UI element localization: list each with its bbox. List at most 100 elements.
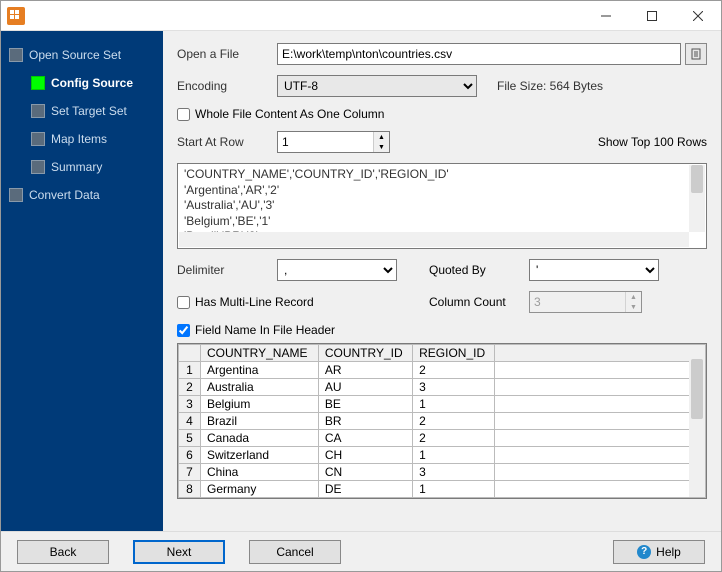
- preview-hscroll[interactable]: [179, 232, 689, 247]
- column-count-input: [530, 292, 625, 312]
- table-row[interactable]: 7ChinaCN3: [179, 464, 706, 481]
- table-cell[interactable]: Argentina: [201, 362, 319, 379]
- table-cell[interactable]: AR: [318, 362, 412, 379]
- maximize-button[interactable]: [629, 1, 675, 31]
- delimiter-label: Delimiter: [177, 263, 277, 277]
- column-count-label: Column Count: [429, 295, 529, 309]
- sidebar-item-label: Open Source Set: [29, 48, 121, 62]
- row-number: 3: [179, 396, 201, 413]
- sidebar-item-convert-data[interactable]: Convert Data: [1, 181, 163, 209]
- multiline-checkbox[interactable]: [177, 296, 190, 309]
- quoted-by-select[interactable]: ': [529, 259, 659, 281]
- table-cell[interactable]: Australia: [201, 379, 319, 396]
- table-cell[interactable]: 3: [413, 379, 495, 396]
- wizard-sidebar: Open Source Set Config Source Set Target S…: [1, 31, 163, 531]
- file-icon: [690, 48, 702, 60]
- browse-file-button[interactable]: [685, 43, 707, 65]
- next-button[interactable]: Next: [133, 540, 225, 564]
- sidebar-item-label: Summary: [51, 160, 102, 174]
- row-number: 2: [179, 379, 201, 396]
- table-cell[interactable]: AU: [318, 379, 412, 396]
- sidebar-item-summary[interactable]: Summary: [1, 153, 163, 181]
- sidebar-item-config-source[interactable]: Config Source: [1, 69, 163, 97]
- field-name-header-label: Field Name In File Header: [195, 323, 335, 337]
- data-table[interactable]: COUNTRY_NAMECOUNTRY_IDREGION_ID1Argentin…: [178, 344, 706, 498]
- cancel-button[interactable]: Cancel: [249, 540, 341, 564]
- minimize-button[interactable]: [583, 1, 629, 31]
- tree-node-icon: [31, 132, 45, 146]
- table-cell[interactable]: BE: [318, 396, 412, 413]
- tree-node-icon: [31, 160, 45, 174]
- row-number: 1: [179, 362, 201, 379]
- table-cell[interactable]: 1: [413, 481, 495, 498]
- tree-node-icon: [31, 104, 45, 118]
- table-cell[interactable]: Brazil: [201, 413, 319, 430]
- content-panel: Open a File Encoding UTF-8 File Size: 56…: [163, 31, 721, 531]
- table-cell[interactable]: Switzerland: [201, 447, 319, 464]
- table-cell[interactable]: Belgium: [201, 396, 319, 413]
- row-number: 5: [179, 430, 201, 447]
- table-cell[interactable]: Germany: [201, 481, 319, 498]
- help-button[interactable]: Help: [613, 540, 705, 564]
- whole-file-checkbox[interactable]: [177, 108, 190, 121]
- titlebar: [1, 1, 721, 31]
- sidebar-item-label: Set Target Set: [51, 104, 127, 118]
- sidebar-item-map-items[interactable]: Map Items: [1, 125, 163, 153]
- table-cell[interactable]: Canada: [201, 430, 319, 447]
- preview-vscroll[interactable]: [689, 165, 705, 232]
- field-name-header-checkbox[interactable]: [177, 324, 190, 337]
- table-cell[interactable]: CH: [318, 447, 412, 464]
- start-row-label: Start At Row: [177, 135, 277, 149]
- row-number: 8: [179, 481, 201, 498]
- spinner-down-icon[interactable]: ▼: [374, 142, 389, 152]
- table-cell[interactable]: CN: [318, 464, 412, 481]
- start-row-spinner[interactable]: ▲▼: [277, 131, 390, 153]
- table-row[interactable]: 3BelgiumBE1: [179, 396, 706, 413]
- sidebar-item-open-source-set[interactable]: Open Source Set: [1, 41, 163, 69]
- tree-node-icon: [9, 188, 23, 202]
- column-header[interactable]: REGION_ID: [413, 345, 495, 362]
- table-cell[interactable]: 3: [413, 464, 495, 481]
- table-vscroll[interactable]: [689, 345, 705, 497]
- encoding-label: Encoding: [177, 79, 277, 93]
- row-number: 6: [179, 447, 201, 464]
- table-cell[interactable]: 1: [413, 396, 495, 413]
- data-table-container: COUNTRY_NAMECOUNTRY_IDREGION_ID1Argentin…: [177, 343, 707, 499]
- sidebar-item-label: Convert Data: [29, 188, 100, 202]
- quoted-by-label: Quoted By: [429, 263, 529, 277]
- encoding-select[interactable]: UTF-8: [277, 75, 477, 97]
- back-button[interactable]: Back: [17, 540, 109, 564]
- multiline-label: Has Multi-Line Record: [195, 295, 314, 309]
- sidebar-item-label: Config Source: [51, 76, 133, 90]
- table-row[interactable]: 5CanadaCA2: [179, 430, 706, 447]
- column-header[interactable]: COUNTRY_NAME: [201, 345, 319, 362]
- table-row[interactable]: 2AustraliaAU3: [179, 379, 706, 396]
- table-cell[interactable]: China: [201, 464, 319, 481]
- delimiter-select[interactable]: ,: [277, 259, 397, 281]
- table-cell[interactable]: DE: [318, 481, 412, 498]
- file-size-label: File Size: 564 Bytes: [497, 79, 603, 93]
- app-icon: [7, 7, 25, 25]
- table-cell[interactable]: 2: [413, 430, 495, 447]
- spinner-up-icon[interactable]: ▲: [374, 132, 389, 142]
- show-top-label: Show Top 100 Rows: [598, 135, 707, 149]
- footer-buttons: Back Next Cancel Help: [1, 531, 721, 571]
- table-row[interactable]: 4BrazilBR2: [179, 413, 706, 430]
- table-row[interactable]: 8GermanyDE1: [179, 481, 706, 498]
- close-button[interactable]: [675, 1, 721, 31]
- table-row[interactable]: 6SwitzerlandCH1: [179, 447, 706, 464]
- start-row-input[interactable]: [278, 132, 373, 152]
- tree-node-icon: [9, 48, 23, 62]
- table-cell[interactable]: 2: [413, 362, 495, 379]
- sidebar-item-set-target-set[interactable]: Set Target Set: [1, 97, 163, 125]
- column-count-spinner: ▲▼: [529, 291, 642, 313]
- file-preview-textarea[interactable]: 'COUNTRY_NAME','COUNTRY_ID','REGION_ID' …: [177, 163, 707, 249]
- table-cell[interactable]: 1: [413, 447, 495, 464]
- column-header[interactable]: COUNTRY_ID: [318, 345, 412, 362]
- file-path-input[interactable]: [277, 43, 681, 65]
- whole-file-label: Whole File Content As One Column: [195, 107, 384, 121]
- table-cell[interactable]: BR: [318, 413, 412, 430]
- table-cell[interactable]: 2: [413, 413, 495, 430]
- table-cell[interactable]: CA: [318, 430, 412, 447]
- table-row[interactable]: 1ArgentinaAR2: [179, 362, 706, 379]
